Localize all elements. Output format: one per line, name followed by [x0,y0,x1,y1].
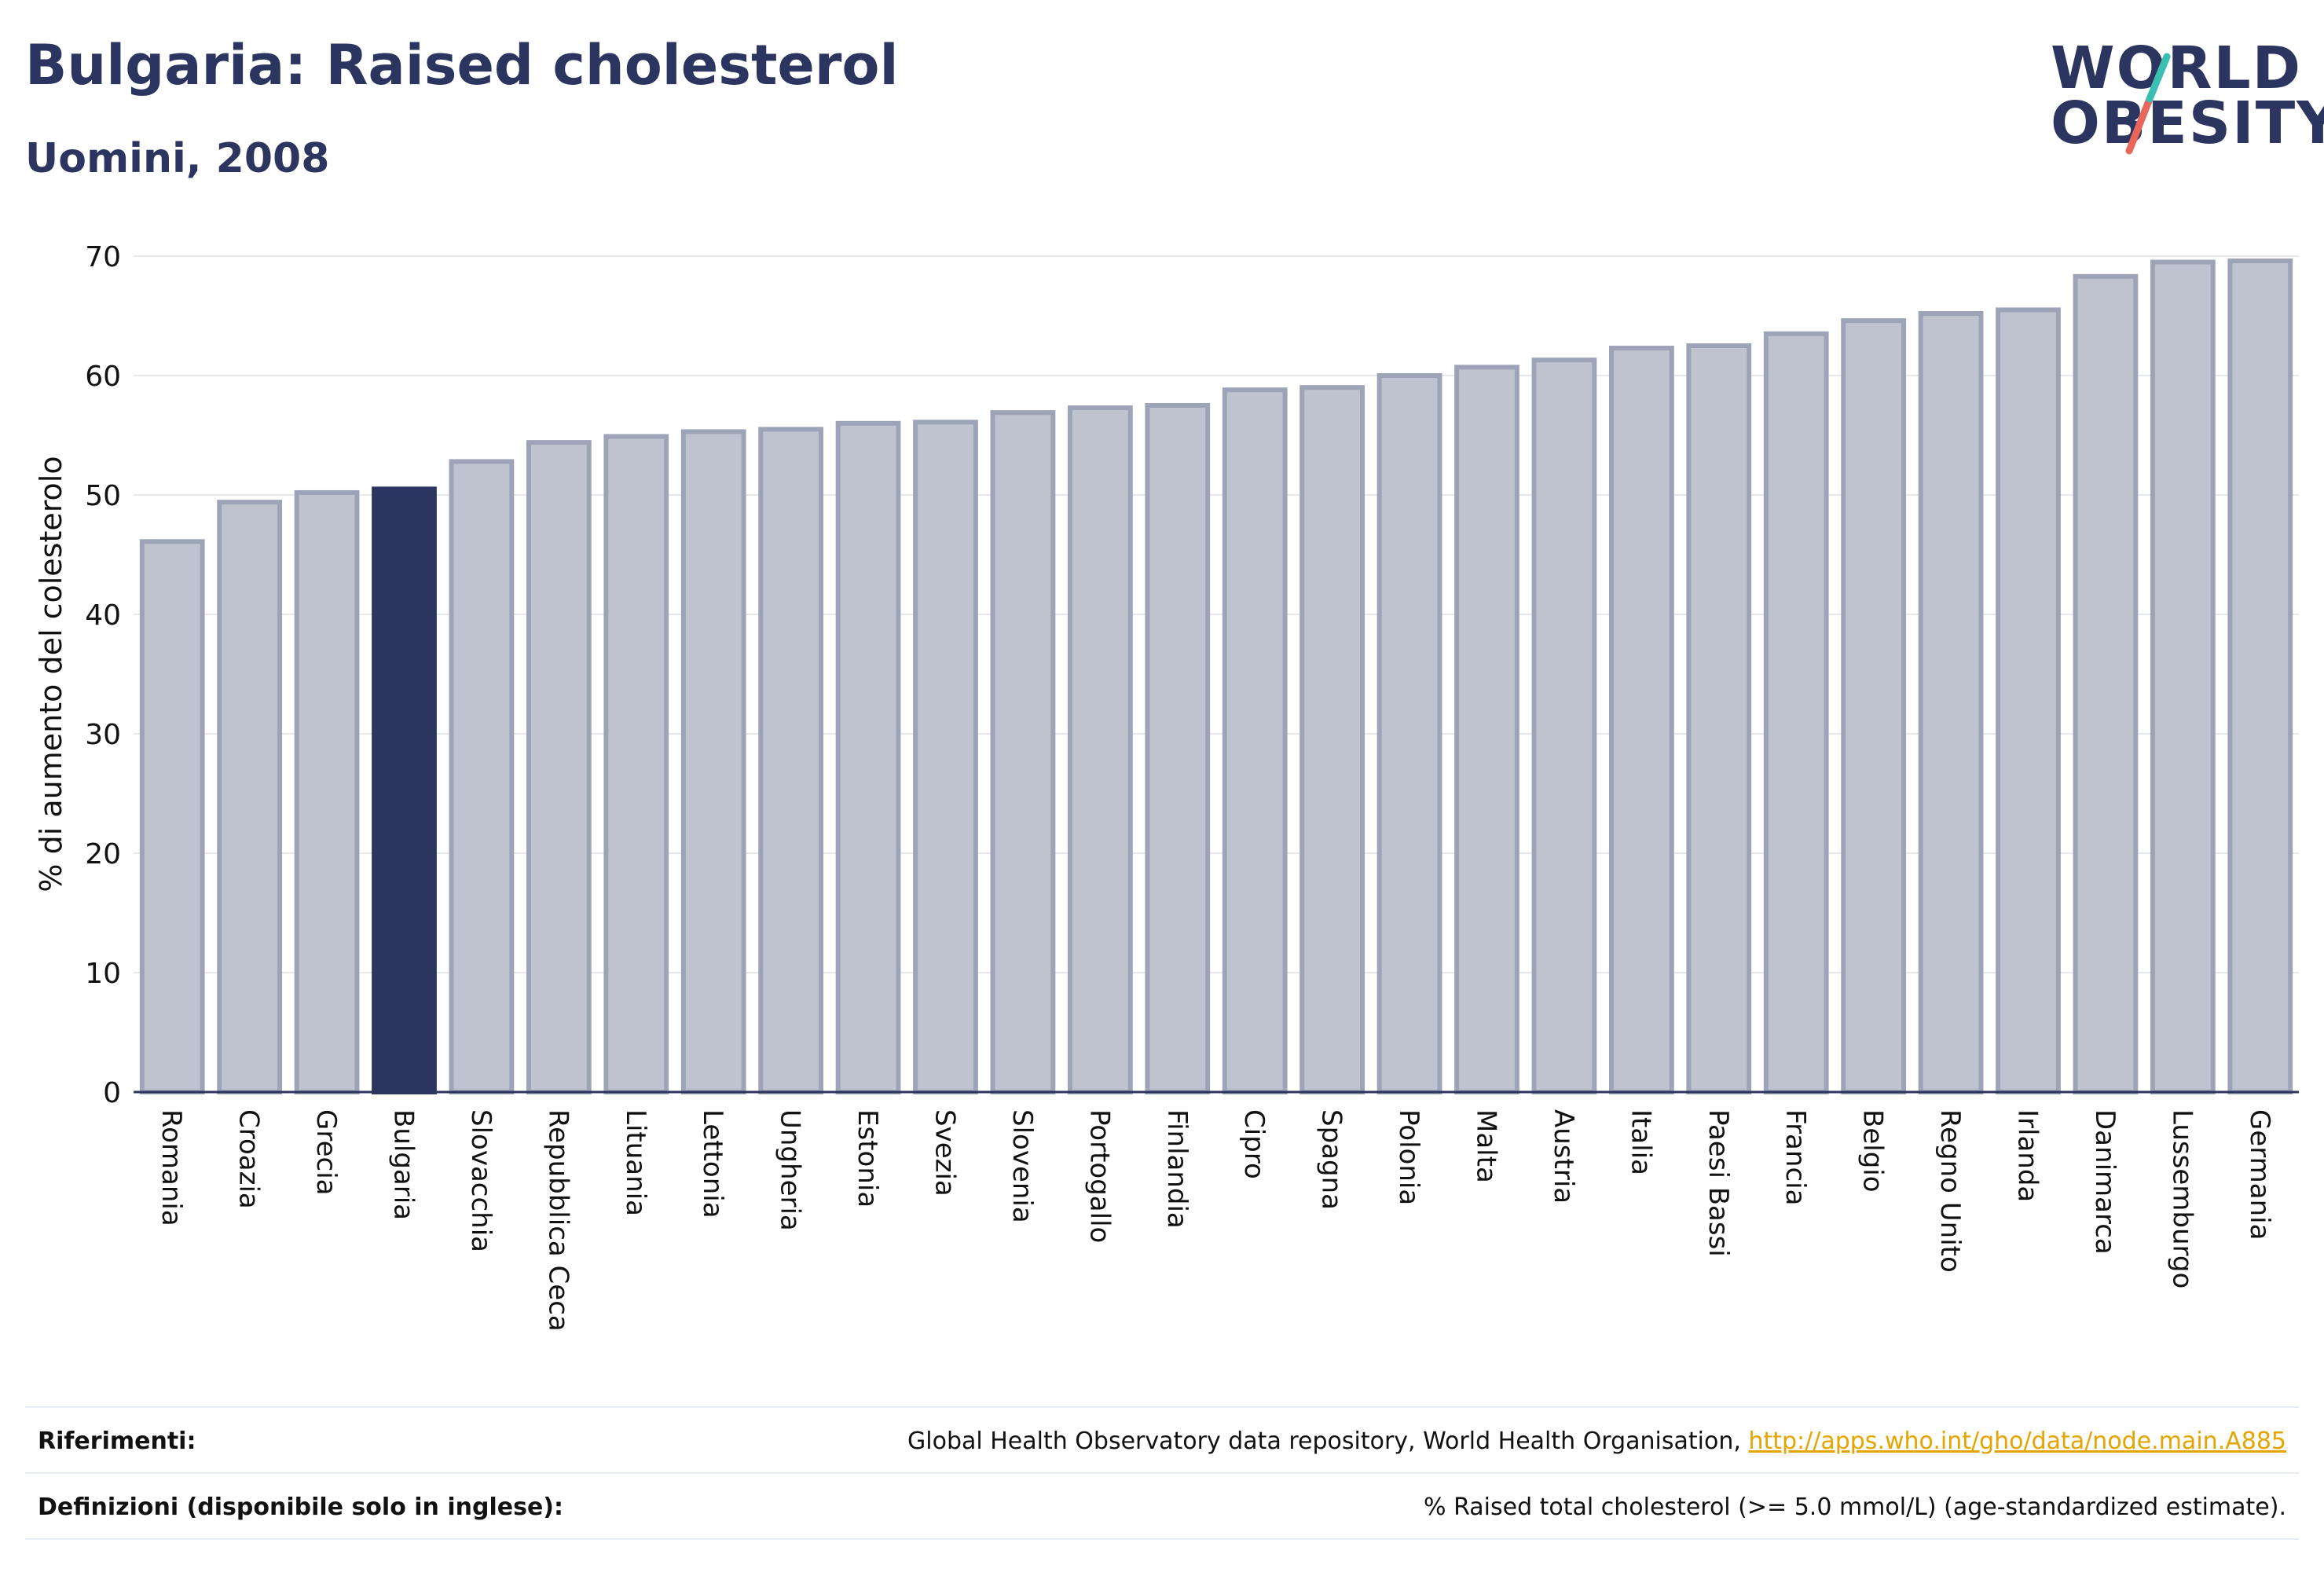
y-tick-label: 40 [85,599,121,632]
references-value: Global Health Observatory data repositor… [907,1428,2286,1455]
bar-malta [1454,365,1519,1094]
x-tick-label: Ungheria [775,1109,806,1231]
references-row: Riferimenti: Global Health Observatory d… [25,1409,2299,1472]
x-tick-label: Lettonia [697,1109,728,1219]
footer-divider-top [25,1406,2299,1408]
x-tick-label: Belgio [1857,1109,1889,1193]
x-tick-label: Portogallo [1083,1109,1115,1243]
chart-title: Bulgaria: Raised cholesterol [25,33,899,97]
references-link[interactable]: http://apps.who.int/gho/data/node.main.A… [1748,1427,2286,1455]
bar-paesi-bassi [1686,343,1752,1094]
world-obesity-logo: WORLD OBESITY [2051,31,2324,165]
bar-grecia [294,489,360,1094]
y-tick-label: 70 [85,241,121,273]
bar-chart: 0 10 20 30 40 50 60 70 Romania Croazia Grecia Bulg… [34,241,2299,1332]
bar-belgio [1841,318,1907,1094]
bar-svezia [913,420,978,1094]
references-text: Global Health Observatory data repositor… [907,1427,1749,1455]
definitions-row: Definizioni (disponibile solo in inglese… [25,1475,2299,1538]
x-tick-label: Irlanda [2012,1109,2044,1202]
x-tick-label: Romania [156,1109,187,1226]
bar-repubblica-ceca [526,440,592,1094]
x-tick-label: Svezia [929,1109,961,1197]
bar-austria [1531,357,1597,1094]
x-tick-label: Bulgaria [388,1109,420,1220]
y-tick-label: 10 [85,958,121,990]
bar-danimarca [2073,273,2139,1095]
bar-germania [2227,258,2293,1095]
bar-finlandia [1145,403,1211,1094]
x-tick-label: Malta [1471,1109,1502,1183]
x-axis-ticks: Romania Croazia Grecia Bulgaria Slovacchia Re… [156,1109,2275,1332]
bar-italia [1608,346,1674,1095]
x-tick-label: Slovacchia [465,1109,497,1252]
bar-spagna [1299,385,1365,1094]
bar-francia [1763,331,1829,1094]
x-tick-label: Polonia [1393,1109,1424,1205]
x-tick-label: Regno Unito [1934,1109,1966,1273]
x-tick-label: Estonia [852,1109,883,1208]
footer-divider-bottom [25,1538,2299,1540]
logo-slash-icon [2125,53,2171,155]
x-tick-label: Slovenia [1006,1109,1038,1223]
x-tick-label: Cipro [1238,1109,1270,1179]
x-tick-label: Repubblica Ceca [542,1109,574,1332]
definitions-label: Definizioni (disponibile solo in inglese… [38,1493,563,1521]
bar-irlanda [1996,307,2061,1094]
x-tick-label: Paesi Bassi [1703,1109,1734,1257]
bar-bulgaria [372,486,437,1094]
y-axis-label: % di aumento del colesterolo [34,456,68,892]
x-tick-label: Danimarca [2089,1109,2121,1255]
bar-polonia [1376,373,1442,1094]
bar-lussemburgo [2150,259,2216,1095]
x-tick-label: Germania [2244,1109,2275,1240]
references-label: Riferimenti: [38,1427,196,1455]
x-tick-label: Lituania [620,1109,651,1216]
y-tick-label: 30 [85,719,121,751]
bar-romania [139,539,205,1094]
bar-croazia [217,500,283,1094]
bar-lettonia [680,429,746,1094]
bar-cipro [1222,387,1288,1094]
y-axis-ticks: 0 10 20 30 40 50 60 70 [85,241,121,1109]
bar-slovacchia [449,459,515,1094]
bars [139,258,2293,1095]
definitions-text: % Raised total cholesterol (>= 5.0 mmol/… [1424,1493,2286,1521]
bar-ungheria [758,427,824,1094]
x-tick-label: Francia [1780,1109,1811,1205]
x-tick-label: Finlandia [1161,1109,1193,1229]
bar-slovenia [990,410,1056,1094]
y-tick-label: 20 [85,838,121,870]
chart-subtitle: Uomini, 2008 [25,135,330,182]
x-tick-label: Lussemburgo [2166,1109,2198,1288]
y-tick-label: 0 [103,1077,121,1109]
bar-portogallo [1067,405,1133,1094]
bar-regno-unito [1918,310,1984,1094]
x-tick-label: Grecia [310,1109,342,1195]
x-tick-label: Spagna [1316,1109,1347,1210]
footer-divider-middle [25,1472,2299,1474]
y-tick-label: 60 [85,361,121,393]
logo-word-obesity: OBESITY [2051,90,2324,157]
logo-word-world: WORLD [2051,35,2303,102]
x-tick-label: Croazia [233,1109,265,1209]
bar-estonia [835,420,901,1094]
x-tick-label: Austria [1548,1109,1579,1204]
y-tick-label: 50 [85,480,121,512]
bar-lituania [603,434,669,1094]
x-tick-label: Italia [1625,1109,1656,1175]
